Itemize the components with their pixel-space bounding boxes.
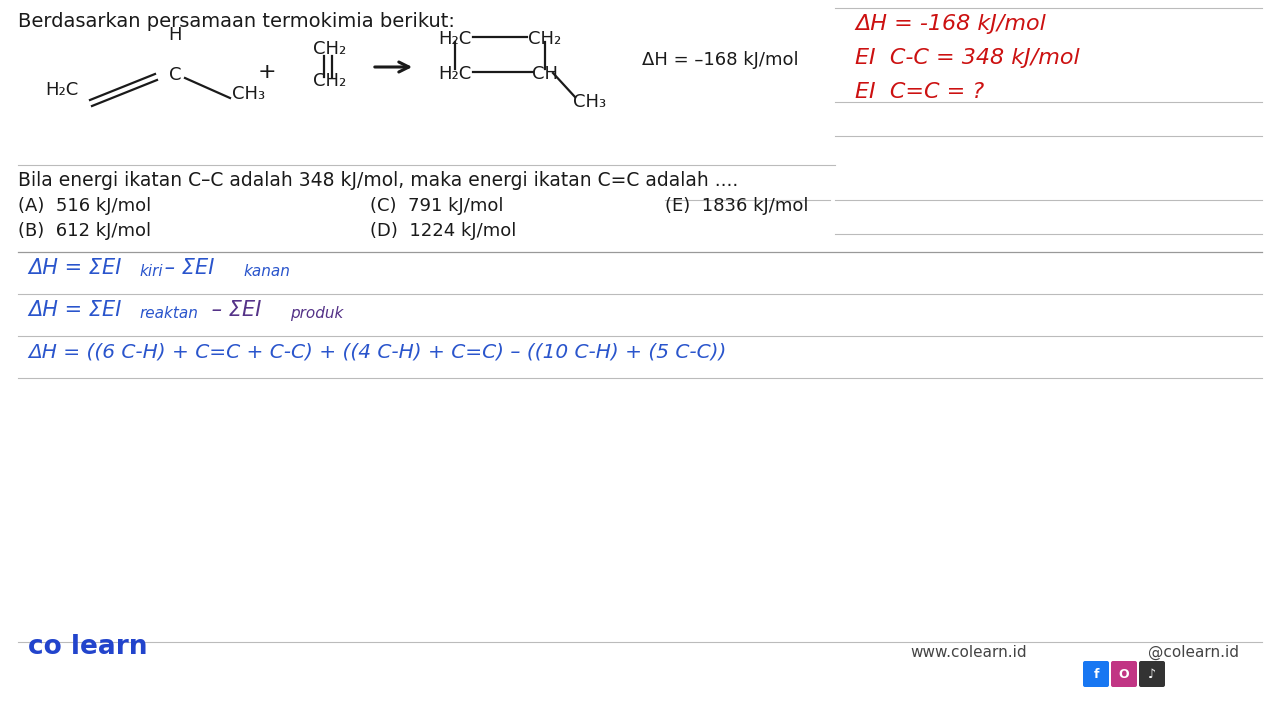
Text: (D)  1224 kJ/mol: (D) 1224 kJ/mol — [370, 222, 516, 240]
Text: – ΣEI: – ΣEI — [205, 300, 261, 320]
Text: ♪: ♪ — [1148, 667, 1156, 680]
Text: CH₂: CH₂ — [314, 40, 347, 58]
Text: (E)  1836 kJ/mol: (E) 1836 kJ/mol — [666, 197, 809, 215]
Text: ΔH = ((6 C-H) + C=C + C-C) + ((4 C-H) + C=C) – ((10 C-H) + (5 C-C)): ΔH = ((6 C-H) + C=C + C-C) + ((4 C-H) + … — [28, 342, 726, 361]
Text: H₂C: H₂C — [438, 30, 471, 48]
Text: – ΣEI: – ΣEI — [157, 258, 214, 278]
Text: H₂C: H₂C — [45, 81, 78, 99]
Text: CH₂: CH₂ — [529, 30, 562, 48]
FancyBboxPatch shape — [1139, 661, 1165, 687]
Text: ΔH = ΣEI: ΔH = ΣEI — [28, 300, 122, 320]
Text: O: O — [1119, 667, 1129, 680]
Text: Bila energi ikatan C–C adalah 348 kJ/mol, maka energi ikatan C=C adalah ....: Bila energi ikatan C–C adalah 348 kJ/mol… — [18, 171, 739, 190]
Text: (A)  516 kJ/mol: (A) 516 kJ/mol — [18, 197, 151, 215]
Text: CH: CH — [532, 65, 558, 83]
Text: EI  C=C = ?: EI C=C = ? — [855, 82, 984, 102]
Text: f: f — [1093, 667, 1098, 680]
Text: ΔH = ΣEI: ΔH = ΣEI — [28, 258, 122, 278]
Text: H₂C: H₂C — [438, 65, 471, 83]
Text: @colearn.id: @colearn.id — [1148, 645, 1239, 660]
Text: ΔH = –168 kJ/mol: ΔH = –168 kJ/mol — [643, 51, 799, 69]
Text: (B)  612 kJ/mol: (B) 612 kJ/mol — [18, 222, 151, 240]
Text: ΔH = -168 kJ/mol: ΔH = -168 kJ/mol — [855, 14, 1046, 34]
Text: H: H — [168, 26, 182, 44]
Text: +: + — [257, 62, 276, 82]
Text: Berdasarkan persamaan termokimia berikut:: Berdasarkan persamaan termokimia berikut… — [18, 12, 454, 31]
Text: reaktan: reaktan — [140, 306, 198, 321]
Text: kanan: kanan — [243, 264, 289, 279]
Text: CH₂: CH₂ — [314, 72, 347, 90]
FancyBboxPatch shape — [1111, 661, 1137, 687]
Text: CH₃: CH₃ — [232, 85, 265, 103]
Text: EI  C-C = 348 kJ/mol: EI C-C = 348 kJ/mol — [855, 48, 1079, 68]
Text: kiri: kiri — [140, 264, 163, 279]
Text: co learn: co learn — [28, 634, 147, 660]
Text: (C)  791 kJ/mol: (C) 791 kJ/mol — [370, 197, 503, 215]
Text: www.colearn.id: www.colearn.id — [910, 645, 1027, 660]
Text: produk: produk — [291, 306, 343, 321]
Text: CH₃: CH₃ — [573, 93, 607, 111]
Text: C: C — [169, 66, 182, 84]
FancyBboxPatch shape — [1083, 661, 1108, 687]
